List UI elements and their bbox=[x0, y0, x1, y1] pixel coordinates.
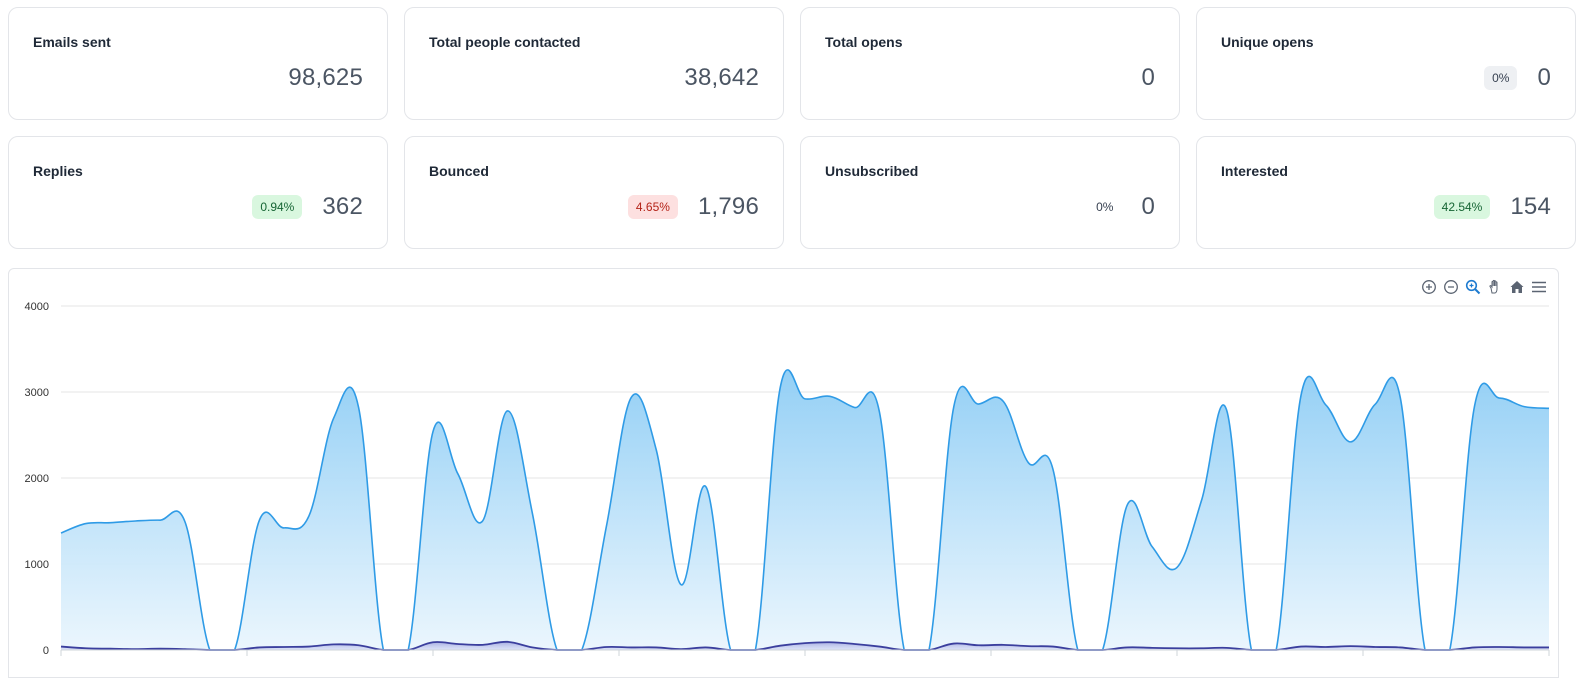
series-primary-line bbox=[60, 369, 1550, 651]
card-title: Total people contacted bbox=[429, 34, 581, 50]
percentage-badge: 0% bbox=[1484, 66, 1518, 90]
menu-icon[interactable] bbox=[1530, 278, 1548, 296]
card-value: 0 bbox=[1141, 193, 1155, 220]
percentage-badge: 42.54% bbox=[1433, 195, 1491, 219]
series-secondary-line bbox=[60, 640, 1550, 651]
stat-card-total-opens: Total opens 0 bbox=[800, 7, 1180, 120]
pan-hand-icon[interactable] bbox=[1486, 278, 1504, 296]
card-title: Bounced bbox=[429, 163, 489, 179]
card-title: Emails sent bbox=[33, 34, 111, 50]
card-value: 0 bbox=[1537, 64, 1551, 91]
card-value: 98,625 bbox=[288, 64, 363, 91]
stats-cards-grid: Emails sent 98,625 Total people contacte… bbox=[8, 7, 1577, 249]
percentage-badge: 0% bbox=[1096, 200, 1114, 214]
area-chart: 0 1000 2000 3000 4000 bbox=[25, 301, 1550, 657]
card-title: Interested bbox=[1221, 163, 1288, 179]
stat-card-unsubscribed: Unsubscribed 0% 0 bbox=[800, 136, 1180, 249]
y-tick-label: 3000 bbox=[25, 387, 49, 399]
stat-card-bounced: Bounced 4.65% 1,796 bbox=[404, 136, 784, 249]
stat-card-emails-sent: Emails sent 98,625 bbox=[8, 7, 388, 120]
stat-card-replies: Replies 0.94% 362 bbox=[8, 136, 388, 249]
card-value: 362 bbox=[322, 193, 363, 220]
chart-toolbar bbox=[1420, 278, 1548, 296]
stat-card-interested: Interested 42.54% 154 bbox=[1196, 136, 1576, 249]
card-title: Total opens bbox=[825, 34, 903, 50]
series-primary-area bbox=[61, 369, 1549, 650]
series-secondary-area bbox=[61, 641, 1549, 650]
card-title: Unsubscribed bbox=[825, 163, 919, 179]
y-tick-label: 0 bbox=[43, 645, 49, 657]
emails-area-chart-panel: 0 1000 2000 3000 4000 bbox=[8, 268, 1559, 678]
series-layer bbox=[60, 369, 1550, 651]
zoom-out-icon[interactable] bbox=[1442, 278, 1460, 296]
card-value: 38,642 bbox=[684, 64, 759, 91]
card-title: Unique opens bbox=[1221, 34, 1314, 50]
y-tick-label: 1000 bbox=[25, 559, 49, 571]
card-value: 154 bbox=[1510, 193, 1551, 220]
percentage-badge: 4.65% bbox=[627, 195, 678, 219]
zoom-in-icon[interactable] bbox=[1420, 278, 1438, 296]
stat-card-total-people-contacted: Total people contacted 38,642 bbox=[404, 7, 784, 120]
reset-home-icon[interactable] bbox=[1508, 278, 1526, 296]
y-tick-label: 2000 bbox=[25, 473, 49, 485]
y-tick-label: 4000 bbox=[25, 301, 49, 313]
percentage-badge: 0.94% bbox=[252, 195, 303, 219]
card-value: 1,796 bbox=[697, 193, 759, 220]
card-title: Replies bbox=[33, 163, 83, 179]
stat-card-unique-opens: Unique opens 0% 0 bbox=[1196, 7, 1576, 120]
card-value: 0 bbox=[1141, 64, 1155, 91]
axis-layer: 0 1000 2000 3000 4000 bbox=[25, 301, 1550, 657]
selection-zoom-icon[interactable] bbox=[1464, 278, 1482, 296]
